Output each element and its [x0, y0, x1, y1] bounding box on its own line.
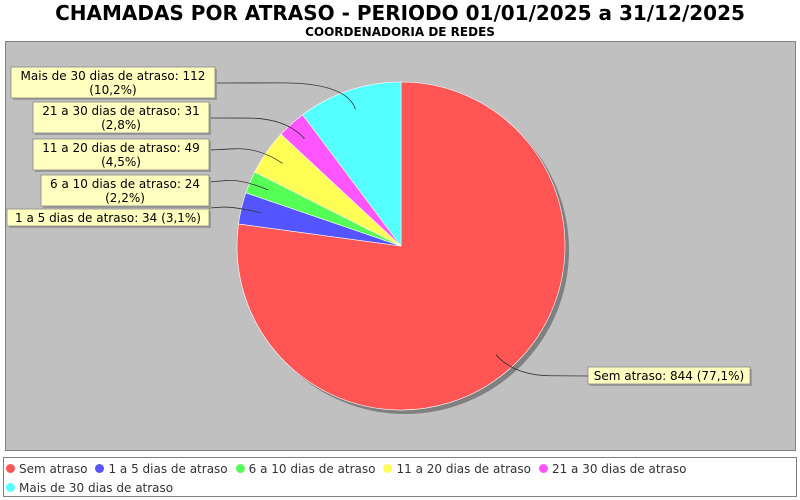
- slice-label-box-0: [587, 366, 751, 385]
- slice-label-4-line-1: (2,8%): [101, 118, 141, 132]
- leader-line-0: [495, 354, 589, 377]
- legend-label: 6 a 10 dias de atraso: [248, 461, 376, 476]
- legend-item-1: 1 a 5 dias de atraso: [95, 459, 228, 478]
- slice-label-2-line-1: (2,2%): [105, 191, 145, 205]
- slice-label-3-line-0: 11 a 20 dias de atraso: 49: [42, 141, 200, 155]
- legend-swatch-icon: [6, 483, 15, 492]
- legend-label: 1 a 5 dias de atraso: [108, 461, 228, 476]
- leader-line-4: [208, 117, 305, 139]
- leader-line-3: [208, 148, 283, 164]
- legend-item-0: Sem atraso: [6, 459, 87, 478]
- legend-label: 21 a 30 dias de atraso: [551, 461, 687, 476]
- legend-swatch-icon: [538, 464, 548, 473]
- legend-label: Mais de 30 dias de atraso: [19, 480, 174, 495]
- slice-label-box-3: [32, 138, 210, 171]
- legend-item-3: 11 a 20 dias de atraso: [383, 459, 531, 478]
- slice-label-box-1: [6, 208, 210, 227]
- slice-label-1-line-0: 1 a 5 dias de atraso: 34 (3,1%): [15, 211, 201, 225]
- legend-swatch-icon: [235, 464, 245, 473]
- chart-subtitle: COORDENADORIA DE REDES: [305, 25, 495, 39]
- legend-item-4: 21 a 30 dias de atraso: [538, 459, 687, 478]
- slice-label-5-line-0: Mais de 30 dias de atraso: 112: [21, 69, 206, 83]
- legend-item-2: 6 a 10 dias de atraso: [235, 459, 376, 478]
- chart-title: CHAMADAS POR ATRASO - PERIODO 01/01/2025…: [55, 1, 745, 25]
- legend: Sem atraso 1 a 5 dias de atraso 6 a 10 dia…: [3, 457, 797, 497]
- slice-label-box-2: [40, 174, 210, 207]
- legend-swatch-icon: [6, 464, 15, 473]
- legend-item-5: Mais de 30 dias de atraso: [6, 478, 173, 497]
- pie-slice-5: [302, 81, 402, 247]
- pie-slice-0: [236, 81, 566, 411]
- legend-label: Sem atraso: [19, 461, 88, 476]
- legend-swatch-icon: [383, 464, 393, 473]
- legend-label: 11 a 20 dias de atraso: [396, 461, 531, 476]
- slice-label-box-4: [32, 101, 210, 134]
- slice-label-0-line-0: Sem atraso: 844 (77,1%): [594, 369, 745, 383]
- slice-label-5-line-1: (10,2%): [89, 83, 136, 97]
- slice-label-3-line-1: (4,5%): [101, 155, 141, 169]
- leader-line-5: [214, 82, 356, 110]
- slice-label-4-line-0: 21 a 30 dias de atraso: 31: [42, 104, 200, 118]
- legend-swatch-icon: [95, 464, 105, 473]
- slice-label-box-5: [10, 66, 216, 99]
- slice-label-2-line-0: 6 a 10 dias de atraso: 24: [50, 177, 200, 191]
